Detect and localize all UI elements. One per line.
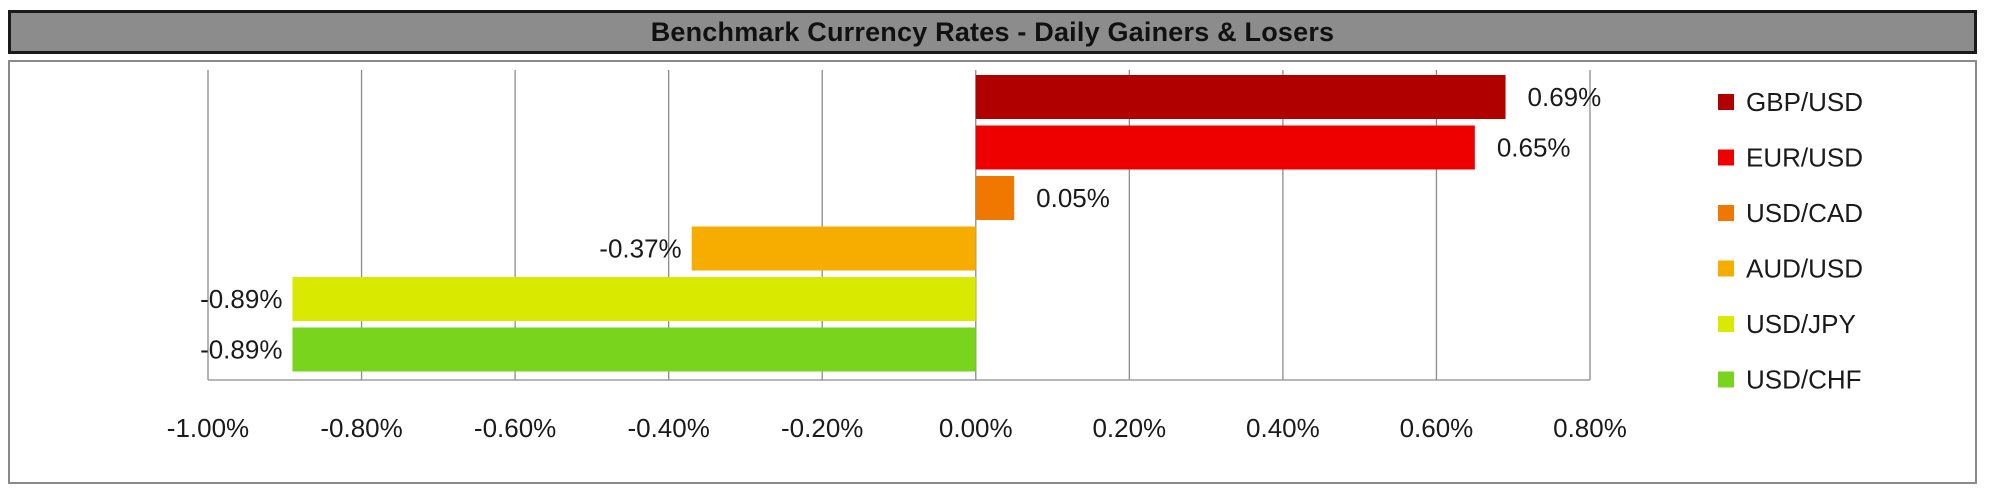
bar-usd-chf — [292, 327, 976, 372]
x-tick-label: -0.20% — [781, 413, 863, 443]
chart-title-bar: Benchmark Currency Rates - Daily Gainers… — [8, 10, 1977, 54]
data-label: -0.37% — [599, 234, 681, 264]
legend-swatch — [1718, 205, 1734, 221]
legend-swatch — [1718, 260, 1734, 277]
data-label: 0.69% — [1528, 82, 1602, 112]
legend-swatch — [1718, 149, 1734, 166]
x-tick-label: 0.00% — [939, 413, 1013, 443]
x-tick-label: 0.20% — [1092, 413, 1166, 443]
x-tick-label: -0.80% — [320, 413, 402, 443]
x-tick-label: -0.60% — [474, 413, 556, 443]
x-tick-label: -0.40% — [627, 413, 709, 443]
data-label: 0.05% — [1036, 183, 1110, 213]
x-tick-label: -1.00% — [167, 413, 249, 443]
bar-eur-usd — [975, 125, 1475, 170]
legend-swatch — [1718, 316, 1734, 332]
bar-aud-usd — [691, 226, 976, 271]
legend-label: USD/CHF — [1746, 365, 1862, 395]
bar-usd-jpy — [292, 277, 976, 321]
legend-label: AUD/USD — [1746, 254, 1863, 284]
data-label: 0.65% — [1497, 133, 1571, 163]
chart-title: Benchmark Currency Rates - Daily Gainers… — [650, 16, 1335, 47]
x-tick-label: 0.80% — [1553, 413, 1627, 443]
legend-label: EUR/USD — [1746, 143, 1863, 173]
bar-gbp-usd — [975, 75, 1506, 119]
data-label: -0.89% — [200, 284, 282, 314]
bar-usd-cad — [975, 176, 1015, 220]
legend-swatch — [1718, 371, 1734, 388]
legend-swatch — [1718, 94, 1734, 110]
x-tick-label: 0.60% — [1400, 413, 1474, 443]
data-label: -0.89% — [200, 335, 282, 365]
legend-label: GBP/USD — [1746, 87, 1863, 117]
x-tick-label: 0.40% — [1246, 413, 1320, 443]
legend-label: USD/CAD — [1746, 198, 1863, 228]
legend-label: USD/JPY — [1746, 309, 1856, 339]
